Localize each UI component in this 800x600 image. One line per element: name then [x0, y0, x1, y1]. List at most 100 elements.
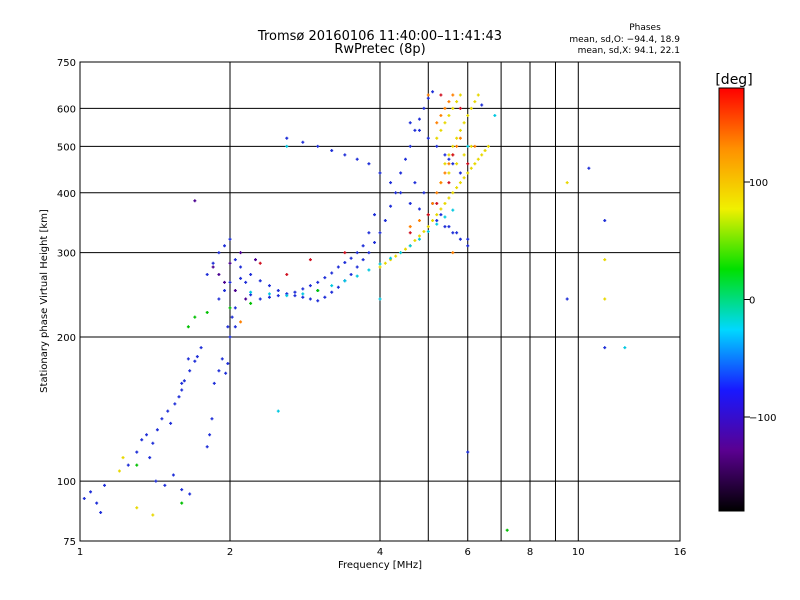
x-axis-label: Frequency [MHz] [338, 560, 422, 571]
y-tick-label: 75 [63, 537, 76, 548]
data-point [267, 284, 271, 288]
data-point [285, 136, 289, 140]
data-point [451, 144, 455, 148]
data-point [466, 144, 470, 148]
data-point [394, 191, 398, 195]
colorbar-tick-label: 0 [749, 296, 755, 307]
x-tick-label: 4 [377, 547, 383, 558]
data-point [565, 297, 569, 301]
data-point [249, 273, 253, 277]
chart-subtitle: RwPretec (8p) [334, 42, 425, 57]
data-point [480, 153, 484, 157]
data-point [383, 219, 387, 223]
data-point [267, 295, 271, 299]
data-point [447, 181, 451, 185]
data-point [394, 254, 398, 258]
data-point [493, 113, 497, 117]
data-point [462, 153, 466, 157]
data-point [476, 93, 480, 97]
data-point [435, 191, 439, 195]
data-point [451, 106, 455, 110]
data-point [228, 280, 232, 284]
data-point [466, 162, 470, 166]
data-point [336, 265, 340, 269]
data-point [443, 153, 447, 157]
data-point [469, 106, 473, 110]
data-point [285, 273, 289, 277]
data-point [378, 171, 382, 175]
data-point [217, 273, 221, 277]
data-point [212, 381, 216, 385]
data-point [443, 215, 447, 219]
data-point [435, 219, 439, 223]
data-point [258, 261, 262, 265]
data-point [258, 279, 262, 283]
data-point [399, 171, 403, 175]
data-point [455, 162, 459, 166]
data-point [473, 144, 477, 148]
data-point [361, 244, 365, 248]
data-point [249, 290, 253, 294]
data-point [447, 100, 451, 104]
data-point [188, 369, 192, 373]
data-point [355, 265, 359, 269]
x-tick-label: 10 [572, 547, 585, 558]
data-point [355, 274, 359, 278]
phases-line-x: mean, sd,X: 94.1, 22.1 [578, 46, 680, 56]
y-tick-label: 300 [57, 249, 76, 260]
data-point [603, 258, 607, 262]
data-point [211, 261, 215, 265]
data-point [435, 121, 439, 125]
data-point [301, 292, 305, 296]
data-point [451, 162, 455, 166]
data-point [145, 433, 149, 437]
data-point [193, 359, 197, 363]
data-point [355, 157, 359, 161]
data-point [408, 244, 412, 248]
data-point [239, 320, 243, 324]
data-point [244, 297, 248, 301]
data-point [451, 208, 455, 212]
data-point [403, 157, 407, 161]
data-point [154, 479, 158, 483]
data-point [89, 490, 93, 494]
data-point [349, 273, 353, 277]
data-point [210, 417, 214, 421]
data-point [389, 181, 393, 185]
data-point [435, 201, 439, 205]
data-point [426, 136, 430, 140]
data-point [151, 441, 155, 445]
data-point [389, 256, 393, 260]
data-point [186, 357, 190, 361]
colorbar-tick-label: −100 [749, 413, 776, 424]
x-tick-label: 6 [465, 547, 471, 558]
data-point [473, 100, 477, 104]
data-point [426, 93, 430, 97]
data-point [180, 381, 184, 385]
data-point [349, 256, 353, 260]
data-point [228, 261, 232, 265]
data-point [367, 251, 371, 255]
x-tick-label: 16 [674, 547, 687, 558]
data-point [323, 276, 327, 280]
data-point [447, 157, 451, 161]
data-point [426, 230, 430, 234]
data-point [447, 113, 451, 117]
data-point [451, 231, 455, 235]
data-point [458, 93, 462, 97]
data-point [443, 121, 447, 125]
data-point [226, 362, 230, 366]
data-point [155, 428, 159, 432]
data-point [367, 268, 371, 272]
data-point [443, 171, 447, 175]
data-point [447, 162, 451, 166]
data-point [135, 450, 139, 454]
data-point [565, 181, 569, 185]
x-axis-ticks: 1 2 4 6 8 10 16 [77, 547, 687, 558]
data-point [378, 231, 382, 235]
data-point [373, 213, 377, 217]
data-point [458, 106, 462, 110]
data-point [316, 280, 320, 284]
data-point [308, 297, 312, 301]
data-point [505, 528, 509, 532]
